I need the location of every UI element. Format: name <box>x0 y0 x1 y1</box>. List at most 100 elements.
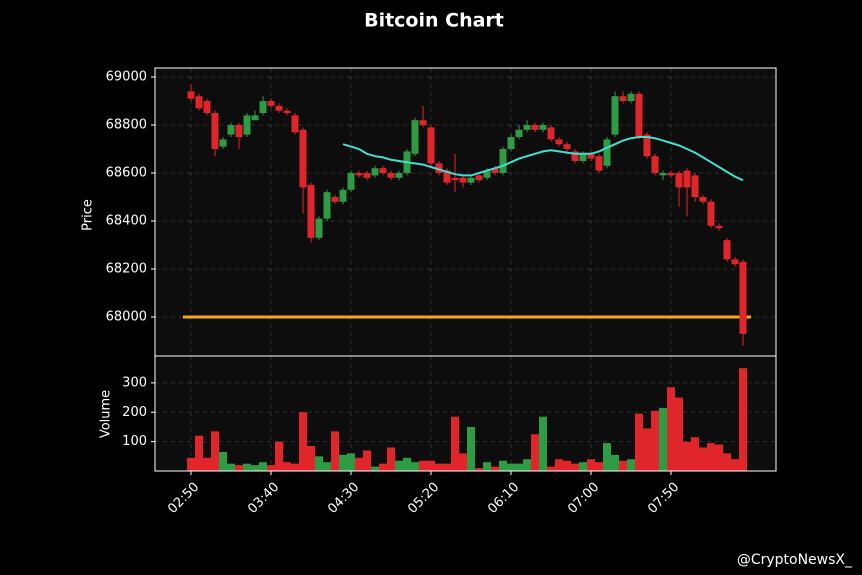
candle-body <box>267 101 275 106</box>
volume-bar <box>251 465 259 471</box>
candle-body <box>395 173 403 178</box>
candle-body <box>275 105 283 111</box>
candle-body <box>339 189 347 202</box>
volume-bar <box>259 462 267 471</box>
volume-bar <box>731 459 739 471</box>
candle-body <box>291 115 299 133</box>
candle-body <box>387 173 395 178</box>
y-tick-label: 100 <box>122 434 147 449</box>
candle-body <box>707 201 715 226</box>
candle-body <box>235 125 243 137</box>
candle-body <box>715 225 723 229</box>
volume-bar <box>451 416 459 471</box>
volume-bar <box>475 468 483 471</box>
volume-bar <box>491 466 499 471</box>
volume-bar <box>211 431 219 471</box>
candle-body <box>411 120 419 154</box>
y-tick-label: 300 <box>122 375 147 390</box>
volume-bar <box>203 457 211 471</box>
volume-bar <box>403 457 411 471</box>
volume-bar <box>283 462 291 471</box>
volume-bar <box>643 428 651 471</box>
candle-body <box>675 173 683 188</box>
candle-body <box>363 173 371 178</box>
volume-bar <box>379 463 387 471</box>
candle-body <box>699 197 707 202</box>
candle-body <box>659 173 667 176</box>
volume-bar <box>275 441 283 471</box>
candle-body <box>603 139 611 166</box>
volume-bar <box>707 443 715 471</box>
y-tick-label: 200 <box>122 405 147 420</box>
volume-bar <box>587 459 595 471</box>
candle-body <box>243 115 251 135</box>
volume-bar <box>579 462 587 471</box>
volume-bar <box>427 460 435 471</box>
volume-bar <box>603 443 611 471</box>
y-tick-label: 68200 <box>106 262 147 277</box>
candle-body <box>619 96 627 101</box>
volume-bar <box>667 387 675 471</box>
candle-body <box>467 177 475 183</box>
candle-body <box>211 113 219 149</box>
volume-bar <box>547 466 555 471</box>
candle-body <box>547 127 555 140</box>
candle-body <box>347 173 355 190</box>
volume-bar <box>323 462 331 471</box>
candle-body <box>739 261 747 334</box>
volume-bar <box>227 463 235 471</box>
volume-bar <box>723 453 731 471</box>
volume-bar <box>531 434 539 471</box>
volume-bar <box>315 456 323 471</box>
volume-bar <box>387 447 395 471</box>
candle-body <box>555 139 563 145</box>
volume-bar <box>235 465 243 471</box>
candle-body <box>683 170 691 188</box>
candle-body <box>371 168 379 176</box>
candle-body <box>435 163 443 173</box>
candle-body <box>651 156 659 173</box>
volume-bar <box>219 451 227 471</box>
volume-bar <box>515 463 523 471</box>
volume-bar <box>299 412 307 471</box>
candle-body <box>331 197 339 202</box>
chart-title: Bitcoin Chart <box>364 10 504 32</box>
volume-bar <box>739 368 747 471</box>
candle-body <box>731 259 739 265</box>
volume-bar <box>195 435 203 471</box>
candle-body <box>499 149 507 173</box>
volume-bar <box>435 463 443 471</box>
candle-body <box>227 125 235 135</box>
candle-body <box>667 173 675 176</box>
volume-bar <box>555 459 563 471</box>
volume-bar <box>339 454 347 471</box>
volume-bar <box>595 462 603 471</box>
watermark: @CryptoNewsX_ <box>737 552 853 568</box>
moving-average-line <box>342 136 744 182</box>
candle-body <box>195 96 203 109</box>
candle-body <box>635 93 643 137</box>
candle-body <box>611 96 619 135</box>
volume-bar <box>187 457 195 471</box>
volume-bar <box>267 465 275 471</box>
volume-bar <box>539 416 547 471</box>
volume-bar <box>243 463 251 471</box>
volume-bar <box>347 453 355 471</box>
candle-body <box>691 175 699 197</box>
y-axis-label: Price <box>81 199 96 231</box>
candle-body <box>419 120 427 125</box>
volume-bar <box>683 441 691 471</box>
candle-body <box>427 127 435 164</box>
candle-body <box>627 93 635 101</box>
volume-bar <box>691 437 699 471</box>
candle-body <box>531 125 539 130</box>
volume-bar <box>331 431 339 471</box>
volume-bar <box>291 463 299 471</box>
volume-bar <box>483 462 491 471</box>
y-axis-label: Volume <box>99 390 114 438</box>
candle-body <box>507 137 515 149</box>
y-tick-label: 68400 <box>106 214 147 229</box>
volume-bar <box>611 454 619 471</box>
volume-bar <box>371 466 379 471</box>
y-tick-label: 68000 <box>106 310 147 325</box>
